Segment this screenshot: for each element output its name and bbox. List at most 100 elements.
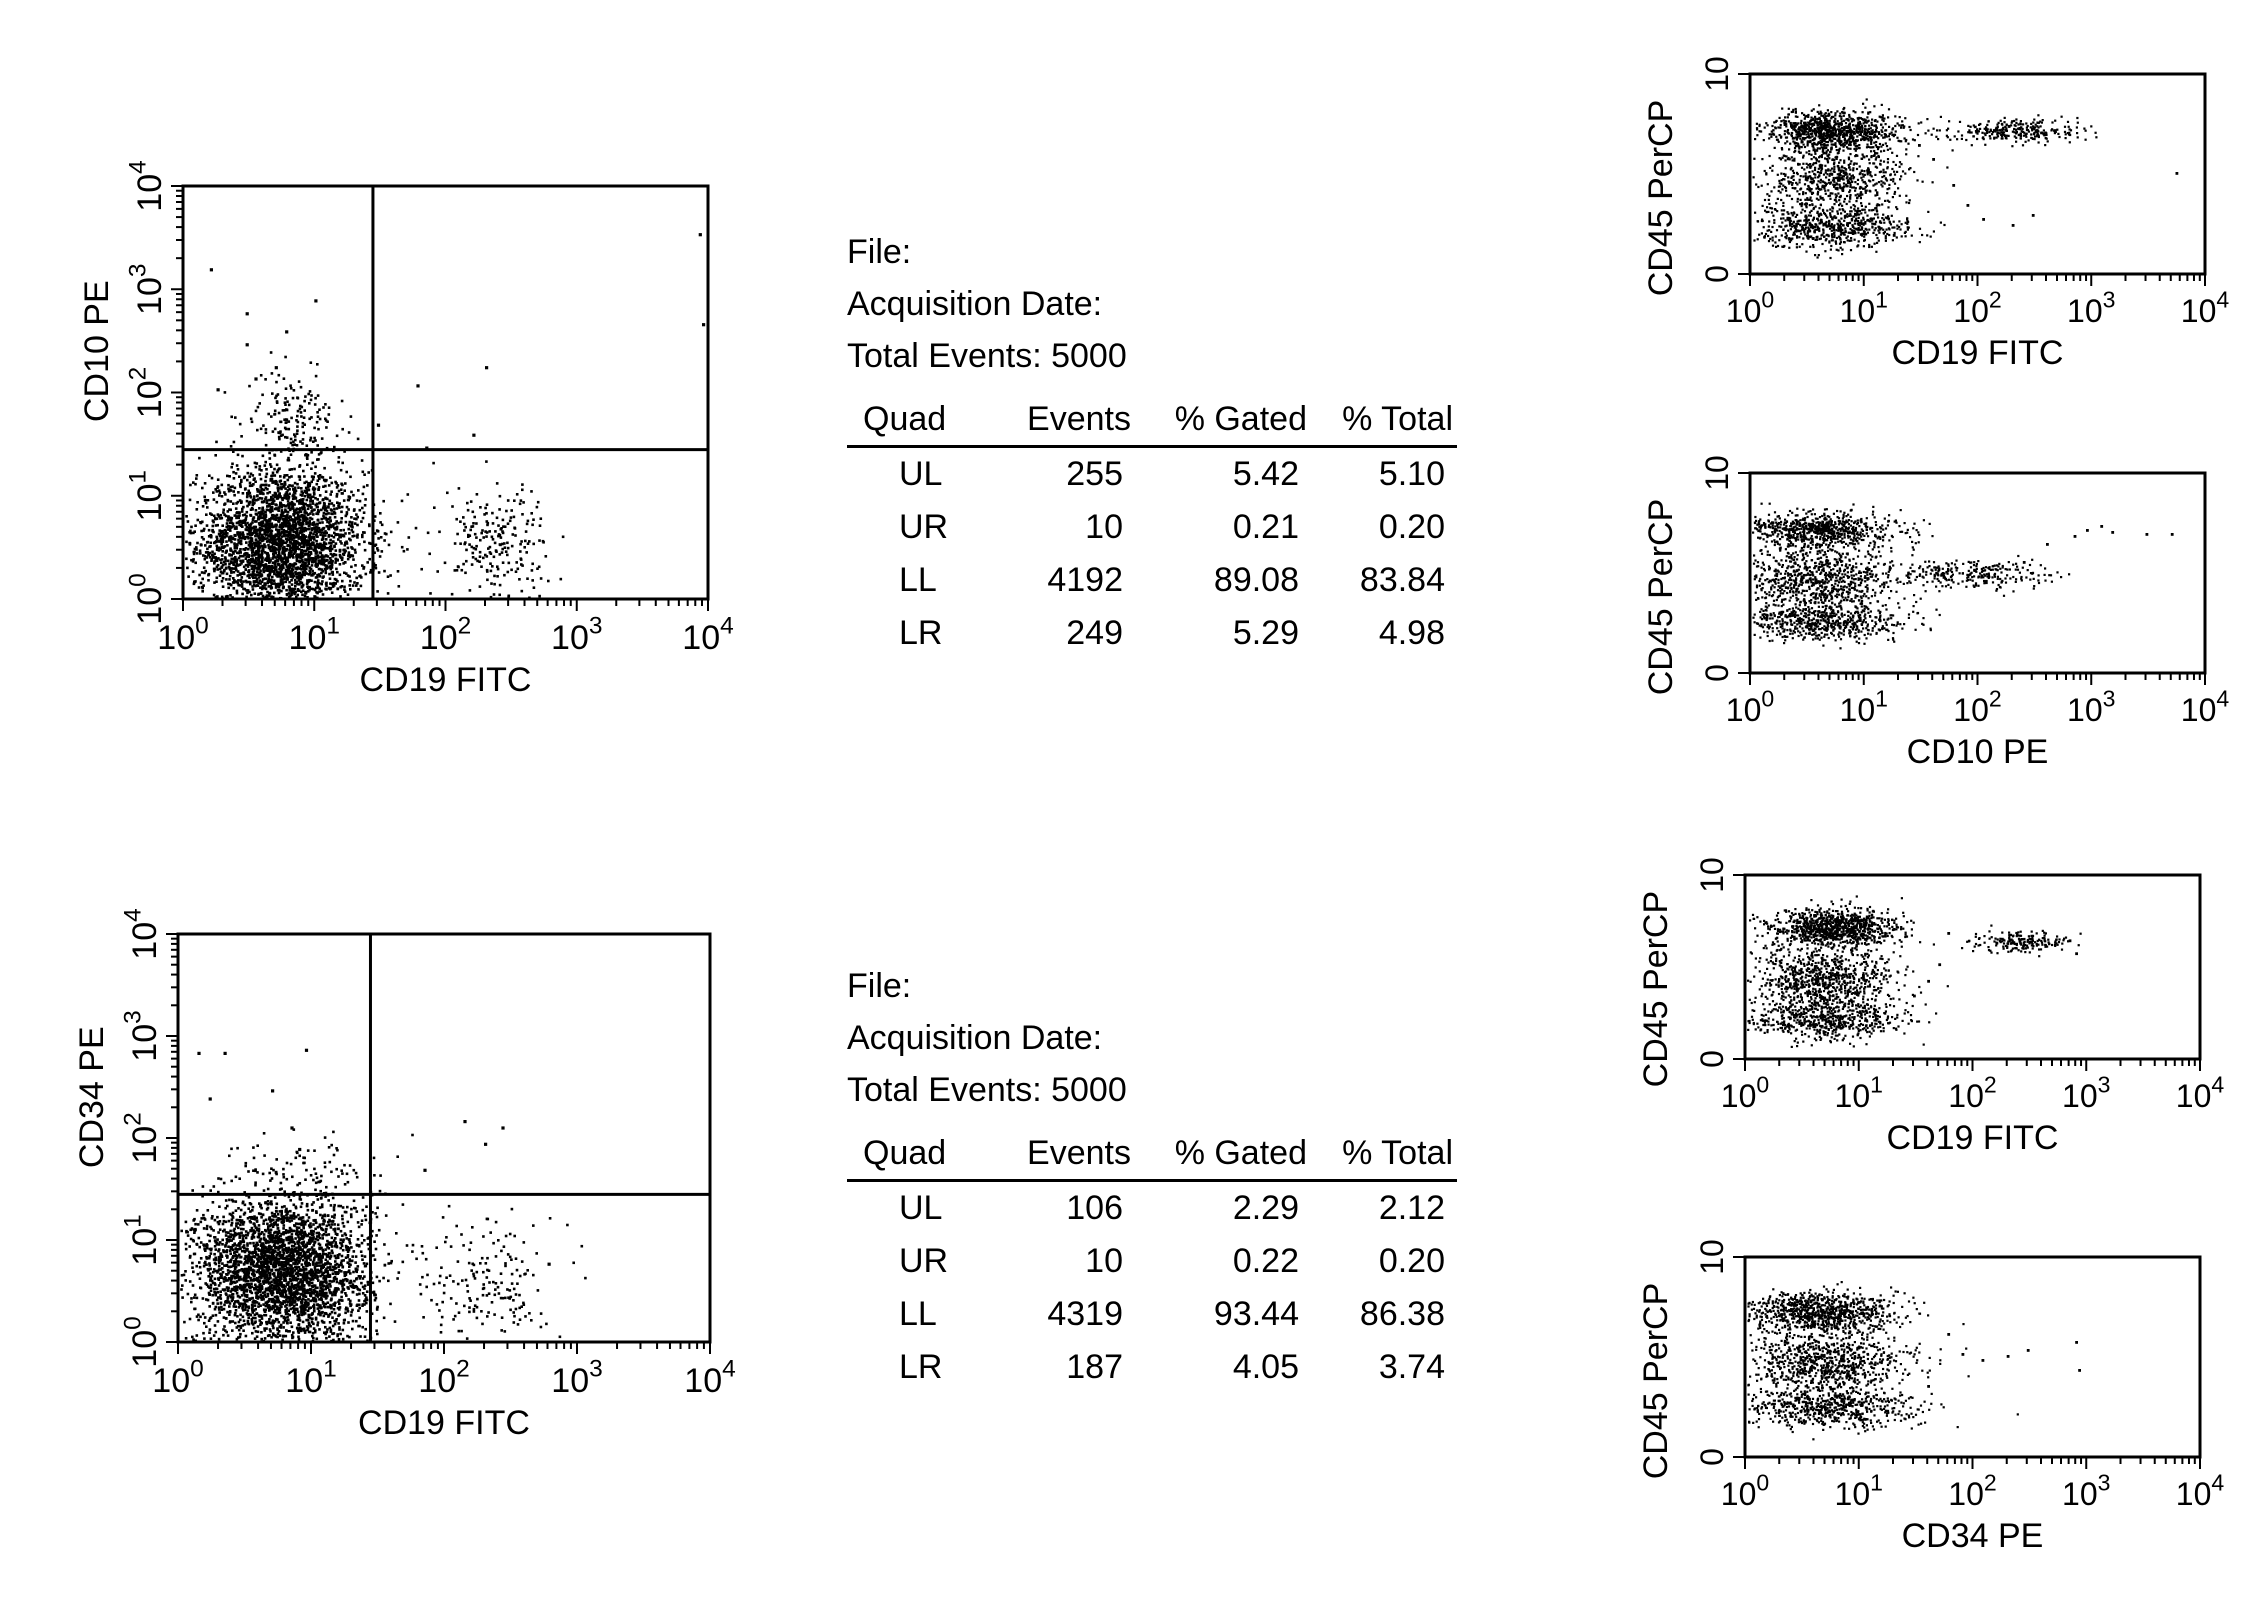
y-axis-title: CD45 PerCP xyxy=(1637,891,1675,1088)
x-tick-label: 104 xyxy=(2181,287,2230,329)
gated-cell: 5.42 xyxy=(1232,455,1299,493)
outlier-point xyxy=(1947,932,1951,935)
quadrant-stats-table: Quad Events % Gated % Total UL 255 5.42 … xyxy=(847,400,1457,660)
table-row: UL 106 2.29 2.12 xyxy=(847,1181,1457,1236)
cluster-2 xyxy=(1752,596,1941,650)
cluster-0 xyxy=(1754,98,1941,165)
x-tick-label: 102 xyxy=(1948,1470,1996,1512)
plot-side-3: 100 101 102 103 104 0 10 CD19 FITC CD45 PerCP xyxy=(1637,857,2224,1157)
outlier-point xyxy=(216,388,220,392)
outlier-point xyxy=(304,1048,309,1052)
outlier-point xyxy=(274,366,278,370)
gated-cell: 4.05 xyxy=(1232,1348,1299,1386)
x-axis-title: CD19 FITC xyxy=(1892,334,2064,372)
outlier-point xyxy=(298,1147,302,1152)
x-tick-label: 103 xyxy=(551,613,602,657)
x-tick-label: 101 xyxy=(1840,287,1888,329)
outlier-point xyxy=(285,330,289,334)
quad-cell: UR xyxy=(899,1242,949,1280)
cluster-0 xyxy=(1749,895,1935,966)
quad-cell: LR xyxy=(899,614,943,652)
data-points xyxy=(185,233,706,600)
events-cell: 249 xyxy=(1066,614,1123,652)
outlier-point xyxy=(223,1051,227,1055)
y-axis-title: CD45 PerCP xyxy=(1642,100,1680,297)
outlier-point xyxy=(423,1168,427,1172)
outlier-point xyxy=(2073,535,2077,538)
x-axis-ticks xyxy=(1744,1059,2201,1071)
outlier-point xyxy=(376,423,381,427)
x-tick-label: 101 xyxy=(1835,1470,1883,1512)
y-tick-label: 103 xyxy=(120,1010,164,1061)
x-tick-label: 103 xyxy=(2062,1470,2110,1512)
outlier-point xyxy=(463,1120,467,1124)
y-tick-label: 101 xyxy=(120,1214,164,1265)
data-points xyxy=(1747,895,2082,1048)
gated-cell: 2.29 xyxy=(1232,1189,1299,1227)
table-row: LL 4192 89.08 83.84 xyxy=(847,554,1457,607)
acquisition-date-label: Acquisition Date: xyxy=(847,285,1103,323)
cluster-2 xyxy=(420,460,565,600)
svg-text:104: 104 xyxy=(682,613,733,657)
cluster-1 xyxy=(1747,1312,1968,1411)
svg-text:102: 102 xyxy=(420,613,471,657)
table-row: UL 255 5.42 5.10 xyxy=(847,447,1457,502)
events-cell: 255 xyxy=(1066,455,1123,493)
column-header-events: Events xyxy=(987,1134,1135,1182)
column-header-gated: % Gated xyxy=(1135,400,1311,448)
outlier-point xyxy=(1961,1353,1965,1356)
total-cell: 3.74 xyxy=(1378,1348,1445,1386)
outlier-point xyxy=(314,299,318,303)
outlier-point xyxy=(2100,525,2104,528)
y-tick-label: 10 xyxy=(1694,1239,1730,1275)
y-tick-label: 103 xyxy=(125,264,169,315)
x-axis-title: CD19 FITC xyxy=(360,661,532,699)
total-cell: 0.20 xyxy=(1378,508,1445,546)
x-axis-ticks xyxy=(182,599,709,611)
y-axis-title: CD45 PerCP xyxy=(1637,1283,1675,1480)
outlier-point xyxy=(254,377,258,381)
svg-text:100: 100 xyxy=(125,573,169,624)
column-header-events: Events xyxy=(987,400,1135,448)
x-tick-label: 101 xyxy=(289,613,340,657)
stats-panel-1: File: Acquisition Date: Total Events: 50… xyxy=(847,226,1457,660)
cluster-3 xyxy=(1961,924,2082,958)
outlier-point xyxy=(485,366,489,370)
outlier-point xyxy=(271,1089,275,1093)
x-tick-label: 104 xyxy=(2176,1470,2225,1512)
outlier-point xyxy=(1892,234,1896,237)
plot-side-4: 100 101 102 103 104 0 10 CD34 PE CD45 PerCP xyxy=(1637,1239,2224,1555)
total-events-value: 5000 xyxy=(1051,1071,1127,1109)
outlier-point xyxy=(209,268,213,272)
total-cell: 86.38 xyxy=(1359,1295,1445,1333)
outlier-points xyxy=(1927,1333,2081,1388)
events-cell: 10 xyxy=(1085,508,1123,546)
x-tick-label: 100 xyxy=(1726,287,1774,329)
outlier-point xyxy=(1918,144,1921,147)
outlier-point xyxy=(501,1126,505,1130)
outlier-point xyxy=(197,1051,201,1055)
gated-cell: 93.44 xyxy=(1213,1295,1299,1333)
gated-cell: 89.08 xyxy=(1213,561,1299,599)
total-cell: 2.12 xyxy=(1378,1189,1445,1227)
y-tick-label: 10 xyxy=(1699,455,1735,491)
cluster-2 xyxy=(1753,193,1946,260)
x-tick-label: 102 xyxy=(1953,686,2001,728)
cluster-0 xyxy=(185,415,435,600)
plot-frame xyxy=(1743,1255,2202,1459)
y-tick-label: 10 xyxy=(1699,56,1735,92)
outlier-point xyxy=(2086,529,2089,532)
x-axis-title: CD34 PE xyxy=(1902,1517,2044,1555)
table-row: UR 10 0.22 0.20 xyxy=(847,1235,1457,1288)
table-header-row: Quad Events % Gated % Total xyxy=(847,400,1457,448)
x-axis-ticks xyxy=(1749,274,2206,286)
quad-cell: LR xyxy=(899,1348,943,1386)
outlier-point xyxy=(702,323,706,327)
y-axis-title: CD45 PerCP xyxy=(1642,499,1680,696)
outlier-point xyxy=(2175,172,2179,175)
table-row: LR 249 5.29 4.98 xyxy=(847,607,1457,660)
x-tick-label: 103 xyxy=(551,1356,602,1400)
total-events-label: Total Events: xyxy=(847,1071,1042,1109)
x-tick-label: 104 xyxy=(2181,686,2230,728)
outlier-point xyxy=(1952,184,1956,187)
